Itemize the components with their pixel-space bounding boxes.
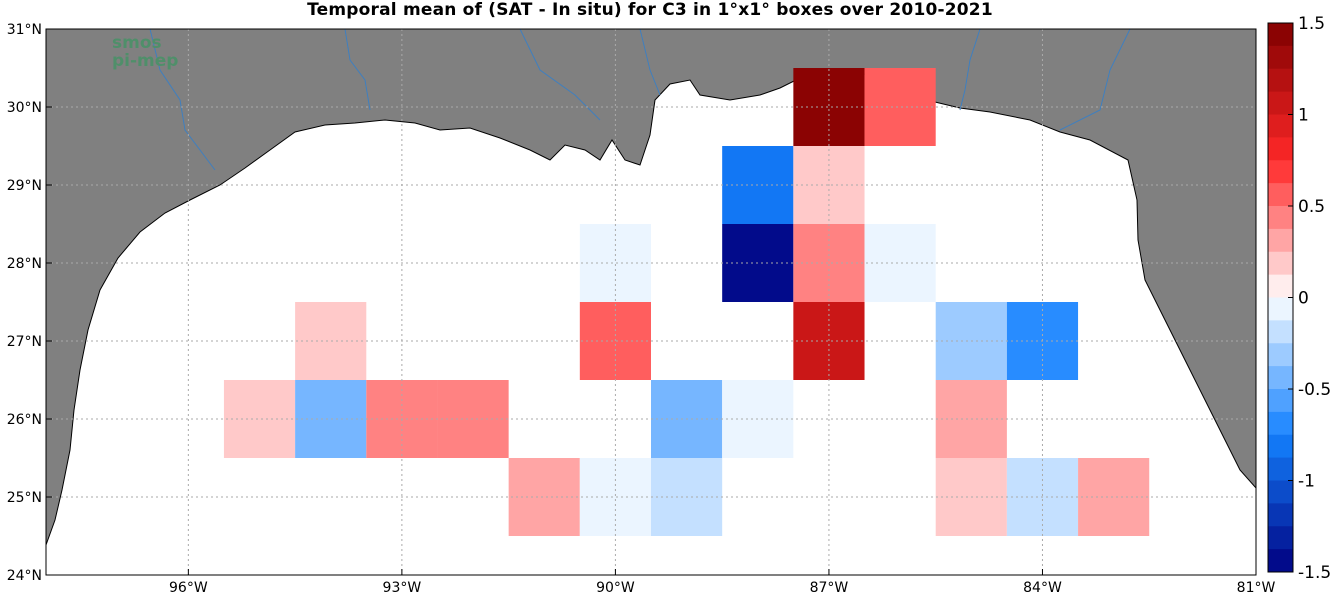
colorbar-segment — [1268, 411, 1293, 436]
x-tick-label: 84°W — [1023, 580, 1062, 594]
heatmap-cell — [295, 380, 367, 458]
river-1 — [149, 29, 216, 171]
heatmap-cell — [864, 68, 936, 146]
colorbar-segment — [1268, 91, 1293, 115]
plot-frame — [45, 28, 1257, 576]
colorbar-segment — [1268, 137, 1293, 161]
heatmap-cell — [1078, 458, 1150, 536]
heatmap-cell — [864, 224, 936, 302]
y-tick-label: 28°N — [7, 256, 42, 272]
colorbar-segment — [1268, 183, 1293, 207]
y-tick-label: 31°N — [7, 22, 42, 38]
x-tick-label: 96°W — [169, 580, 208, 594]
y-tick-label: 24°N — [7, 568, 42, 584]
heatmap-cell — [223, 380, 296, 458]
colorbar-tick-label: -0.5 — [1298, 380, 1331, 400]
colorbar-tick-label: 0.5 — [1298, 197, 1325, 217]
colorbar-segment — [1268, 251, 1293, 276]
y-tick-label: 30°N — [7, 100, 42, 116]
x-tick-label: 90°W — [596, 580, 635, 594]
river-6 — [639, 29, 661, 96]
logo-line-2: pi-mep — [112, 51, 179, 71]
y-tick-label: 27°N — [7, 334, 42, 350]
colorbar-tick-label: 1 — [1298, 106, 1309, 126]
colorbar-tick-label: 0 — [1298, 289, 1309, 309]
colorbar-segment — [1268, 343, 1293, 367]
y-tick-label: 25°N — [7, 490, 42, 506]
colorbar-segment — [1268, 389, 1293, 413]
colorbar-segment — [1268, 320, 1293, 344]
colorbar-segment — [1268, 434, 1293, 459]
colorbar-segment — [1268, 526, 1293, 550]
colorbar-segment — [1268, 366, 1293, 390]
colorbar-tick-label: -1.5 — [1298, 563, 1331, 583]
colorbar-segment — [1268, 160, 1293, 184]
colorbar-segment — [1268, 549, 1293, 573]
chart-title: Temporal mean of (SAT - In situ) for C3 … — [307, 0, 993, 20]
x-tick-label: 87°W — [810, 580, 849, 594]
colorbar-segment — [1268, 206, 1293, 230]
y-tick-label: 26°N — [7, 412, 42, 428]
x-tick-label: 93°W — [383, 580, 422, 594]
colorbar-segment — [1268, 297, 1293, 321]
colorbar-segment — [1268, 503, 1293, 527]
y-tick-label: 29°N — [7, 178, 42, 194]
colorbar-segment — [1268, 45, 1293, 70]
colorbar-tick-label: 1.5 — [1298, 14, 1325, 34]
colorbar-segment — [1268, 274, 1293, 298]
river-4 — [959, 29, 981, 111]
x-tick-label: 81°W — [1237, 580, 1276, 594]
colorbar-tick-label: -1 — [1298, 472, 1315, 492]
logo-line-1: smos — [112, 33, 162, 53]
logo: smos pi-mep — [112, 34, 178, 70]
heatmap-cell — [508, 458, 580, 536]
river-5 — [1059, 29, 1131, 131]
heatmap-cell — [295, 302, 367, 380]
colorbar-segment — [1268, 68, 1293, 93]
colorbar-segment — [1268, 228, 1293, 253]
colorbar-segment — [1268, 23, 1293, 47]
colorbar-segment — [1268, 480, 1293, 504]
river-2 — [344, 29, 371, 111]
colorbar-segment — [1268, 114, 1293, 138]
colorbar-segment — [1268, 457, 1293, 481]
